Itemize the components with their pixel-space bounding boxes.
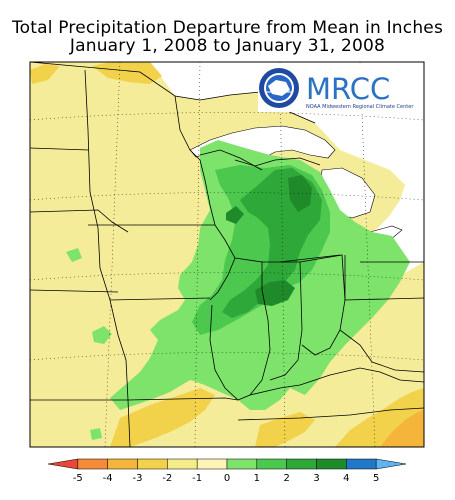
color-legend: -5 -4 -3 -2 -1 0 1 2 3 4 5 xyxy=(47,458,407,484)
mrcc-logo: MRCC NOAA Midwestern Regional Climate Ce… xyxy=(258,66,418,112)
legend-tick-label: 3 xyxy=(313,473,319,484)
legend-tick-label: -4 xyxy=(103,473,113,484)
legend-tick-label: -5 xyxy=(73,473,83,484)
legend-swatch xyxy=(346,458,377,470)
wet-patch-west-2 xyxy=(66,248,82,262)
noaa-seal-icon xyxy=(259,68,299,108)
dry-zone-northwest xyxy=(92,62,162,84)
legend-swatch xyxy=(47,458,79,470)
legend-swatch xyxy=(107,458,138,470)
map-title-line-1: Total Precipitation Departure from Mean … xyxy=(11,18,444,38)
legend-swatch xyxy=(226,458,258,470)
wet-very-heavy-zone-central xyxy=(255,280,295,306)
legend-swatch xyxy=(316,458,347,470)
legend-tick-label: 5 xyxy=(373,473,379,484)
map-frame-border xyxy=(29,61,425,448)
logo-tagline: NOAA Midwestern Regional Climate Center xyxy=(306,104,414,110)
wet-very-heavy-zone-west xyxy=(226,206,244,224)
wet-patch-south xyxy=(90,428,102,440)
legend-swatch xyxy=(286,458,317,470)
legend-tick-label: -1 xyxy=(192,473,202,484)
wet-very-heavy-zone-north xyxy=(288,175,312,212)
legend-tick-label: 4 xyxy=(343,473,349,484)
dry-zone-south xyxy=(255,412,315,447)
legend-swatch xyxy=(137,458,168,470)
legend-swatch xyxy=(375,458,407,470)
legend-tick-label: -3 xyxy=(133,473,143,484)
logo-wordmark: MRCC xyxy=(306,72,390,106)
legend-tick-label: 2 xyxy=(283,473,289,484)
map-title-line-2: January 1, 2008 to January 31, 2008 xyxy=(69,36,386,56)
dry-zone-southeast-strong xyxy=(380,410,424,447)
legend-swatch xyxy=(196,458,228,470)
legend-tick-label: -2 xyxy=(162,473,172,484)
legend-swatch xyxy=(77,458,108,470)
dry-zone-southwest xyxy=(110,388,215,447)
legend-swatch xyxy=(256,458,287,470)
legend-swatch xyxy=(167,458,198,470)
graticule xyxy=(30,62,424,447)
dry-zone-northwest-2 xyxy=(30,64,60,84)
legend-tick-label: 0 xyxy=(224,473,230,484)
wet-patch-west-1 xyxy=(92,326,112,344)
legend-tick-label: 1 xyxy=(254,473,260,484)
